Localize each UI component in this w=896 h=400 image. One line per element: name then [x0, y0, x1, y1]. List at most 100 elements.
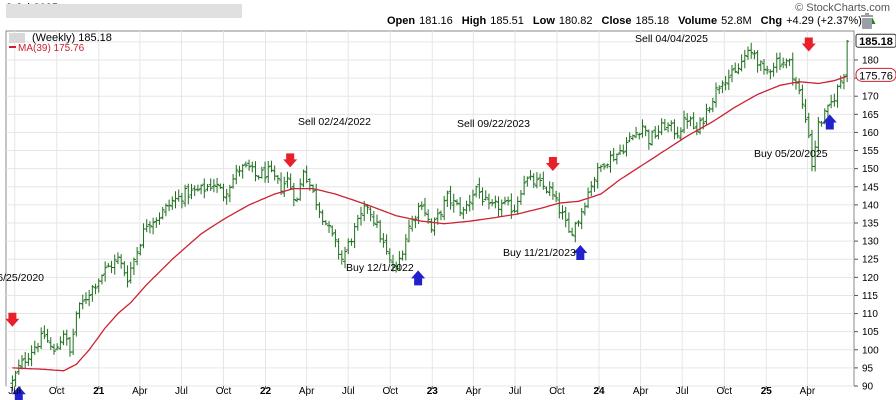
price-bar: [163, 203, 168, 217]
price-bar: [825, 104, 830, 119]
price-bar: [589, 181, 594, 197]
price-bar: [448, 185, 453, 210]
price-bar: [634, 126, 639, 138]
x-tick-label: Apr: [633, 386, 649, 397]
price-bar: [288, 173, 293, 190]
price-bar: [560, 205, 565, 220]
price-bar: [688, 116, 693, 127]
price-bar: [343, 246, 348, 269]
price-bar: [384, 234, 389, 255]
price-bar: [714, 82, 719, 108]
price-bar: [717, 85, 722, 95]
y-tick-label: 115: [862, 291, 878, 302]
x-tick-label: 24: [593, 386, 605, 397]
price-bar: [522, 175, 527, 196]
price-bar: [266, 160, 271, 184]
price-bar: [835, 84, 840, 108]
buy-arrow-icon: [11, 386, 26, 400]
ohlc-value-close: 185.18: [636, 15, 670, 27]
price-bar: [240, 164, 245, 179]
last-value-badges: 185.18 175.76: [855, 33, 896, 82]
price-bar: [538, 173, 543, 187]
ohlc-value-open: 181.16: [419, 15, 453, 27]
price-bar: [144, 219, 149, 233]
price-bar: [694, 121, 699, 136]
buy-signal-marker: [573, 244, 588, 260]
price-bar: [790, 52, 795, 86]
price-bar: [215, 177, 220, 193]
ohlc-label-chg: Chg: [761, 15, 782, 27]
price-bar: [199, 184, 204, 195]
price-bar: [698, 117, 703, 135]
y-tick-label: 105: [862, 327, 879, 338]
price-bar: [691, 112, 696, 130]
ma-badge: [855, 67, 896, 82]
x-tick-label: Jul: [175, 386, 188, 397]
price-bar: [445, 190, 450, 208]
price-bar: [125, 265, 130, 288]
price-bar: [387, 248, 392, 263]
y-tick-label: 160: [862, 128, 879, 139]
buy-signal-marker: [411, 270, 426, 286]
price-bar: [653, 126, 658, 139]
price-bar: [765, 65, 770, 75]
price-bar: [662, 118, 667, 131]
price-bar: [733, 62, 738, 74]
price-bar: [435, 208, 440, 225]
price-bar: [19, 355, 24, 370]
x-tick-label: Jul: [509, 386, 522, 397]
legend-ma: MA(39) 175.76: [18, 43, 85, 54]
price-bar: [768, 69, 773, 80]
y-tick-label: 130: [862, 237, 879, 248]
price-bar: [477, 177, 482, 199]
price-bar: [202, 178, 207, 199]
price-bar: [726, 69, 731, 91]
price-badge-label: 185.18: [859, 36, 893, 48]
price-bar: [730, 64, 735, 83]
price-bar: [87, 289, 92, 307]
sell-signal-marker: [283, 153, 298, 168]
price-bar: [371, 210, 376, 227]
price-bar: [192, 185, 197, 197]
trash-icon[interactable]: [861, 13, 873, 29]
price-bar: [550, 182, 555, 200]
price-bar: [579, 207, 584, 230]
price-bar: [333, 229, 338, 248]
price-bar: [282, 176, 287, 198]
price-bar: [224, 188, 229, 205]
ohlc-value-volume: 52.8M: [721, 15, 752, 27]
price-bar: [205, 184, 210, 192]
price-bar: [682, 110, 687, 134]
y-tick-label: 110: [862, 309, 878, 320]
ohlc-label-volume: Volume: [678, 15, 717, 27]
price-bar: [672, 119, 677, 140]
price-bar: [227, 184, 232, 203]
price-bar: [103, 261, 108, 282]
price-bar: [493, 195, 498, 209]
price-bar: [413, 215, 418, 229]
x-tick-label: Jul: [342, 386, 355, 397]
price-bar: [317, 202, 322, 218]
x-tick-label: Oct: [716, 386, 732, 397]
price-bar: [195, 184, 200, 192]
x-tick-label: Oct: [549, 386, 565, 397]
price-bar: [845, 39, 850, 83]
price-bar: [304, 165, 309, 184]
price-bar: [368, 207, 373, 222]
buy-arrow-icon: [411, 270, 426, 286]
price-bar: [55, 343, 60, 351]
price-bar: [573, 221, 578, 243]
price-bar: [285, 171, 290, 188]
price-bar: [502, 196, 507, 205]
price-bar: [742, 49, 747, 69]
x-tick-label: Apr: [800, 386, 816, 397]
price-bar: [381, 233, 386, 248]
price-bar: [643, 125, 648, 137]
price-bar: [506, 196, 511, 206]
price-bar: [720, 80, 725, 94]
y-tick-label: 170: [862, 92, 879, 103]
price-bar: [774, 52, 779, 73]
buy-signal-marker: [822, 114, 837, 130]
price-bar: [646, 129, 651, 150]
price-bar: [138, 243, 143, 256]
